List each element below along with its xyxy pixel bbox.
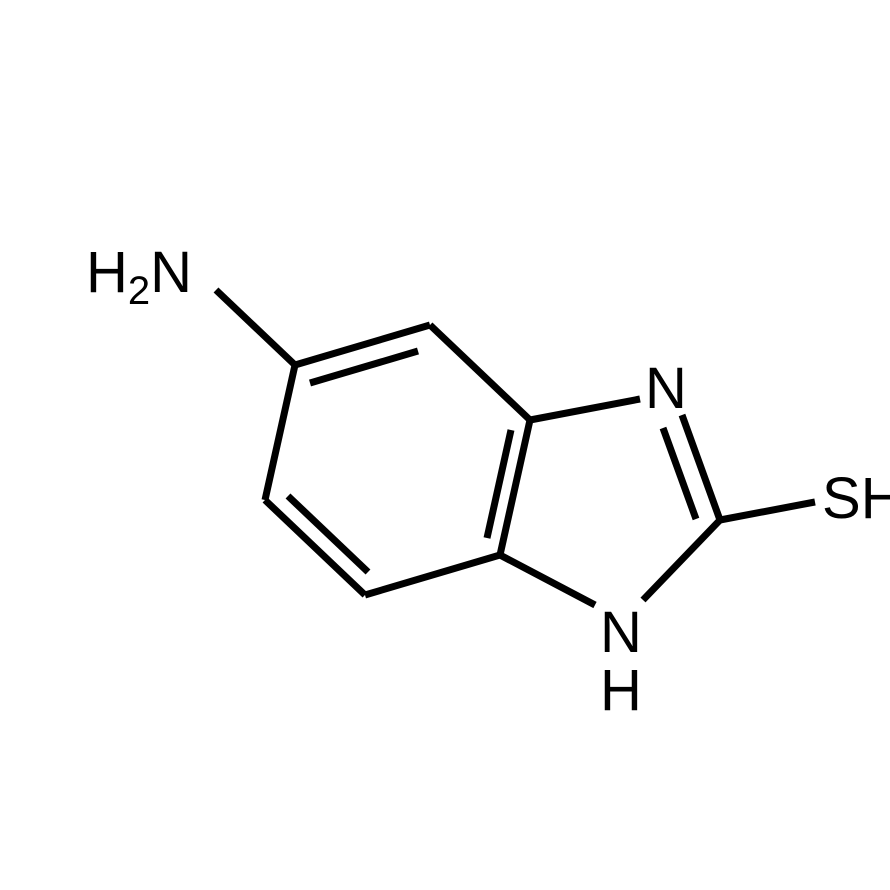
bond: [643, 520, 720, 600]
bond: [365, 555, 500, 595]
label-sh: SH: [822, 466, 890, 531]
bond: [295, 325, 430, 365]
bond: [265, 500, 365, 595]
bond: [720, 502, 815, 520]
bond: [430, 325, 530, 420]
bond: [530, 399, 640, 420]
bond: [216, 290, 295, 365]
label-n-bot-h: H: [600, 658, 642, 723]
label-n-bot: N: [600, 600, 642, 665]
bond: [500, 420, 530, 555]
bond: [265, 365, 295, 500]
label-h2n: H2N: [86, 240, 192, 313]
molecule-diagram: H2N N N H SH: [0, 0, 890, 890]
bond: [500, 555, 595, 605]
label-n-top: N: [645, 356, 687, 421]
